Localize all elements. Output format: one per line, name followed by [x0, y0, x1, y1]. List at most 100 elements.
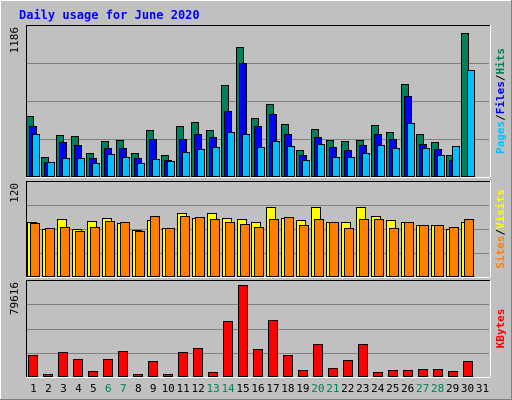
x-tick-label: 31 — [476, 382, 489, 395]
bar-kbytes-day-10 — [163, 374, 173, 377]
x-tick-label: 1 — [30, 382, 37, 395]
bar-sites-day-19 — [299, 225, 309, 277]
bar-kbytes-day-20 — [313, 344, 323, 377]
bar-sites-day-17 — [269, 219, 279, 277]
x-tick-label: 7 — [120, 382, 127, 395]
bar-pages-day-3 — [62, 158, 70, 177]
bar-sites-day-6 — [105, 221, 115, 277]
panel-legend: Sites/Visits — [494, 189, 507, 269]
bar-kbytes-day-17 — [268, 320, 278, 377]
bar-pages-day-8 — [137, 163, 145, 177]
legend-entry-hits: Hits — [494, 48, 507, 75]
bar-kbytes-day-11 — [178, 352, 188, 377]
x-tick-label: 29 — [446, 382, 459, 395]
bar-kbytes-day-1 — [28, 355, 38, 377]
bar-sites-day-12 — [195, 217, 205, 277]
bar-kbytes-day-21 — [328, 368, 338, 377]
bar-pages-day-5 — [92, 163, 100, 177]
bar-sites-day-22 — [344, 228, 354, 277]
x-axis: 1 2 3 4 5 6 7 8 9 10 11 12 13 14 15 16 17 18 19 20 21 22 23 24 2… — [30, 382, 489, 395]
panel-legend: Pages/Files/Hits — [494, 48, 507, 154]
bar-pages-day-27 — [422, 148, 430, 177]
panel-2: 120 Sites/Visits — [8, 181, 507, 278]
bar-sites-day-26 — [404, 222, 414, 277]
bar-pages-day-24 — [377, 145, 385, 177]
bar-sites-day-20 — [314, 219, 324, 277]
x-tick-label: 13 — [206, 382, 219, 395]
bar-kbytes-day-24 — [373, 372, 383, 377]
x-tick-label: 2 — [45, 382, 52, 395]
bar-kbytes-day-7 — [118, 351, 128, 377]
x-tick-label: 17 — [266, 382, 279, 395]
bar-kbytes-day-2 — [43, 374, 53, 377]
x-tick-label: 11 — [177, 382, 190, 395]
bar-pages-day-21 — [332, 157, 340, 177]
bar-kbytes-day-13 — [208, 372, 218, 377]
x-tick-label: 18 — [281, 382, 294, 395]
x-tick-label: 4 — [75, 382, 82, 395]
x-tick-label: 26 — [401, 382, 414, 395]
bar-sites-day-16 — [254, 227, 264, 277]
x-tick-label: 20 — [311, 382, 324, 395]
x-tick-label: 30 — [461, 382, 474, 395]
x-tick-label: 22 — [341, 382, 354, 395]
bar-pages-day-15 — [242, 134, 250, 177]
bar-pages-day-7 — [122, 157, 130, 177]
bar-sites-day-7 — [120, 222, 130, 277]
legend-entry-pages: Pages — [494, 121, 507, 154]
bar-pages-day-30 — [467, 70, 475, 177]
legend-separator: / — [494, 229, 507, 236]
legend-entry-kbytes: KBytes — [494, 309, 507, 349]
bar-sites-day-25 — [389, 228, 399, 277]
legend-entry-sites: Sites — [494, 236, 507, 269]
legend-separator: / — [494, 74, 507, 81]
x-tick-label: 15 — [236, 382, 249, 395]
bar-pages-day-20 — [317, 144, 325, 177]
x-tick-label: 10 — [162, 382, 175, 395]
bar-pages-day-18 — [287, 146, 295, 177]
bar-pages-day-17 — [272, 141, 280, 177]
bar-sites-day-3 — [60, 227, 70, 277]
x-tick-label: 28 — [431, 382, 444, 395]
y-axis-max-label: 79616 — [8, 282, 21, 315]
bar-sites-day-30 — [464, 219, 474, 277]
bar-kbytes-day-14 — [223, 321, 233, 377]
x-tick-label: 21 — [326, 382, 339, 395]
bar-sites-day-1 — [30, 223, 40, 277]
bar-kbytes-day-15 — [238, 285, 248, 377]
bar-pages-day-1 — [32, 134, 40, 177]
bar-kbytes-day-23 — [358, 344, 368, 377]
bar-sites-day-27 — [419, 225, 429, 277]
bar-sites-day-10 — [165, 228, 175, 277]
bar-kbytes-day-26 — [403, 370, 413, 377]
chart-title: Daily usage for June 2020 — [19, 8, 200, 22]
bar-sites-day-9 — [150, 216, 160, 277]
bar-pages-day-22 — [347, 157, 355, 177]
bar-kbytes-day-30 — [463, 361, 473, 377]
bar-sites-day-21 — [329, 222, 339, 277]
panel-legend: KBytes — [494, 309, 507, 349]
bar-kbytes-day-28 — [433, 369, 443, 377]
bar-kbytes-day-9 — [148, 361, 158, 377]
bar-sites-day-24 — [374, 219, 384, 277]
x-tick-label: 3 — [60, 382, 67, 395]
bar-sites-day-15 — [240, 224, 250, 277]
bar-sites-day-5 — [90, 227, 100, 277]
bar-kbytes-day-19 — [298, 370, 308, 377]
bar-sites-day-23 — [359, 219, 369, 277]
legend-entry-files: Files — [494, 81, 507, 114]
x-tick-label: 9 — [150, 382, 157, 395]
bar-pages-day-23 — [362, 153, 370, 177]
bar-kbytes-day-8 — [133, 374, 143, 377]
bar-sites-day-11 — [180, 216, 190, 277]
bar-pages-day-11 — [182, 152, 190, 177]
bar-kbytes-day-6 — [103, 359, 113, 377]
x-tick-label: 5 — [90, 382, 97, 395]
bar-pages-day-9 — [152, 159, 160, 177]
bar-kbytes-day-18 — [283, 355, 293, 377]
bar-pages-day-14 — [227, 132, 235, 177]
y-axis-max-label: 120 — [8, 183, 21, 203]
bar-kbytes-day-4 — [73, 359, 83, 377]
